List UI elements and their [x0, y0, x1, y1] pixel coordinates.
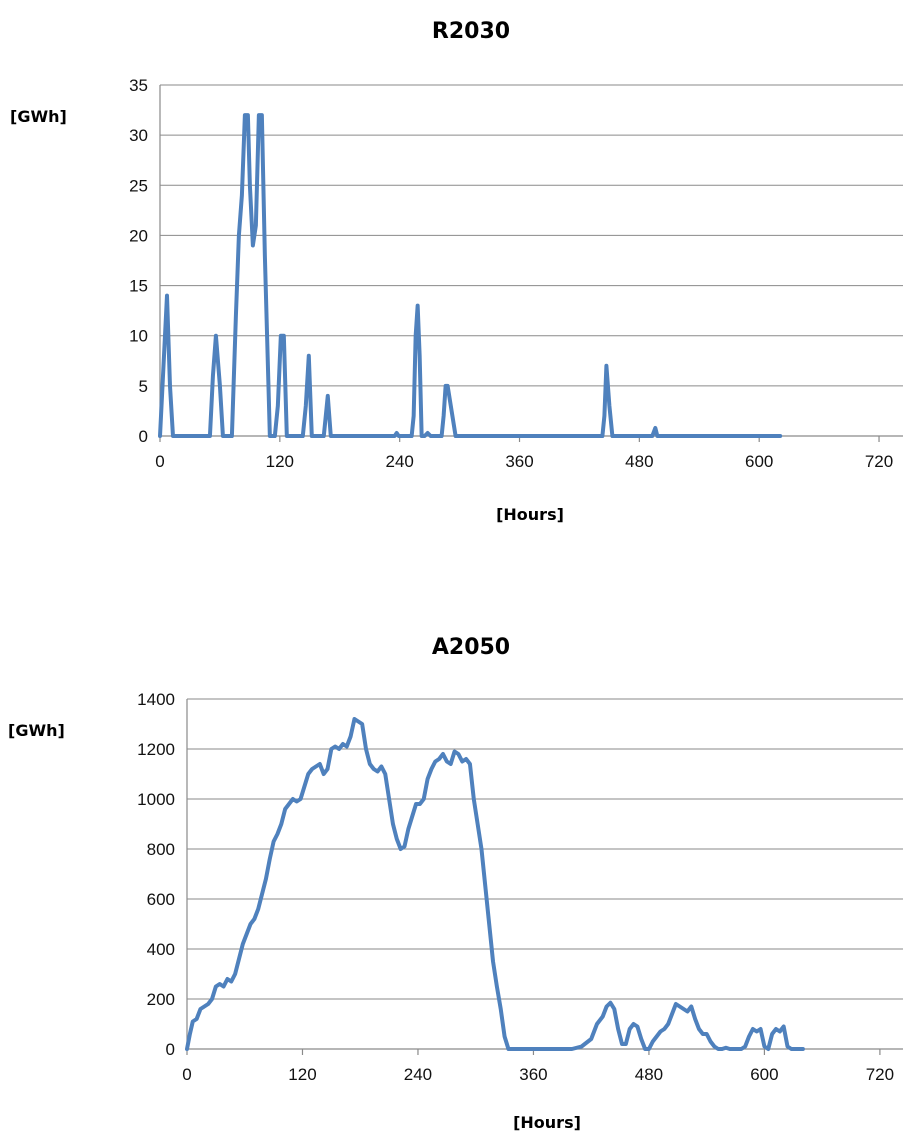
- x-tick-label: 600: [745, 452, 773, 471]
- x-tick-label: 0: [182, 1065, 191, 1084]
- y-tick-label: 5: [139, 377, 148, 396]
- x-tick-label: 0: [155, 452, 164, 471]
- y-tick-label: 600: [147, 890, 175, 909]
- y-tick-label: 35: [129, 76, 148, 95]
- y-tick-label: 10: [129, 327, 148, 346]
- tick-labels: 0 200 400 600 800 1000 1200 1400 0 120 240 360 480 60…: [137, 690, 894, 1084]
- y-tick-label: 0: [139, 427, 148, 446]
- y-tick-label: 0: [166, 1040, 175, 1059]
- x-tick-label: 720: [866, 1065, 894, 1084]
- y-tick-label: 200: [147, 990, 175, 1009]
- x-axis-label: [Hours]: [513, 1113, 581, 1132]
- x-tick-label: 480: [625, 452, 653, 471]
- tick-labels: 0 5 10 15 20 25 30 35 0 120 240 360 480 600 720: [129, 76, 893, 471]
- x-tick-label: 120: [288, 1065, 316, 1084]
- chart-title: A2050: [432, 635, 510, 660]
- chart-r2030: R2030 [GWh] [Hours] 0 5 10 15 20 25 30 35 0 120 24…: [10, 19, 903, 524]
- y-tick-label: 1400: [137, 690, 175, 709]
- x-axis-label: [Hours]: [496, 505, 564, 524]
- y-tick-label: 800: [147, 840, 175, 859]
- y-tick-label: 15: [129, 277, 148, 296]
- x-tick-label: 360: [519, 1065, 547, 1084]
- x-tick-label: 240: [404, 1065, 432, 1084]
- chart-a2050: A2050 [GWh] [Hours] 0 200 400 600 800 1000 120…: [8, 635, 903, 1132]
- x-tick-label: 240: [385, 452, 413, 471]
- y-axis-unit-label: [GWh]: [10, 107, 67, 126]
- y-tick-label: 1000: [137, 790, 175, 809]
- series-line-path: [158, 113, 783, 438]
- y-tick-label: 1200: [137, 740, 175, 759]
- x-tick-label: 600: [750, 1065, 778, 1084]
- series-line: [185, 717, 805, 1051]
- x-tick-label: 360: [505, 452, 533, 471]
- x-tick-label: 480: [635, 1065, 663, 1084]
- grid-lines: [186, 698, 903, 1055]
- grid-lines: [159, 84, 903, 442]
- series-line: [158, 113, 783, 438]
- chart-title: R2030: [432, 19, 510, 44]
- y-tick-label: 400: [147, 940, 175, 959]
- series-line-path: [185, 717, 805, 1051]
- y-tick-label: 20: [129, 226, 148, 245]
- x-tick-label: 720: [865, 452, 893, 471]
- y-tick-label: 25: [129, 176, 148, 195]
- y-axis-unit-label: [GWh]: [8, 721, 65, 740]
- x-tick-label: 120: [266, 452, 294, 471]
- y-tick-label: 30: [129, 126, 148, 145]
